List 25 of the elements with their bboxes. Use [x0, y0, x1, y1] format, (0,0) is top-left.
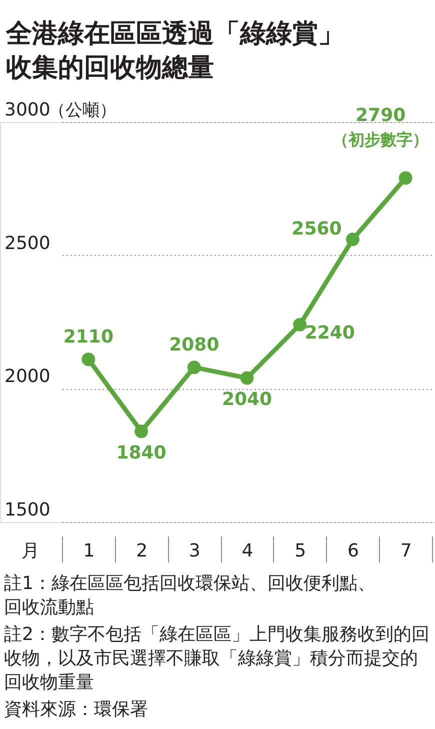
- y-tick-label: 2500: [4, 232, 50, 254]
- x-tick-label: 5: [294, 540, 306, 562]
- x-tick-label: 7: [400, 540, 412, 562]
- y-tick-label: 2000: [4, 366, 50, 388]
- x-tick-label: 2: [136, 540, 148, 562]
- text: 註1：綠在區區包括回收環保站、回收便利點、回收流動點: [4, 573, 376, 618]
- source-note: 資料來源：環保署: [4, 699, 148, 720]
- chart-title: 全港綠在區區透過「綠綠賞」收集的回收物總量: [5, 19, 344, 83]
- data-label: 2240: [304, 322, 355, 344]
- y-tick-label: 3000: [4, 100, 50, 120]
- annotation: （初步數字）: [332, 130, 429, 149]
- data-label: 1840: [116, 442, 166, 464]
- data-label: 2560: [292, 218, 342, 240]
- data-label: 2080: [169, 334, 220, 356]
- y-tick-label: 1500: [4, 500, 50, 520]
- x-tick-label: 6: [347, 540, 359, 562]
- x-tick-label: 4: [242, 540, 254, 562]
- y-axis-title: （公噸）: [48, 100, 116, 120]
- x-tick-label: 3: [188, 540, 200, 562]
- data-label: 2110: [63, 326, 114, 348]
- text: 註2：數字不包括「綠在區區」上門收集服務收到的回收物，以及市民選擇不賺取「綠綠賞」積分而提交的回收物重量: [4, 624, 430, 693]
- data-label: 2790: [356, 105, 406, 126]
- x-tick-label: 1: [83, 540, 95, 562]
- x-axis-title: 月: [22, 540, 40, 562]
- data-label: 2040: [222, 389, 272, 410]
